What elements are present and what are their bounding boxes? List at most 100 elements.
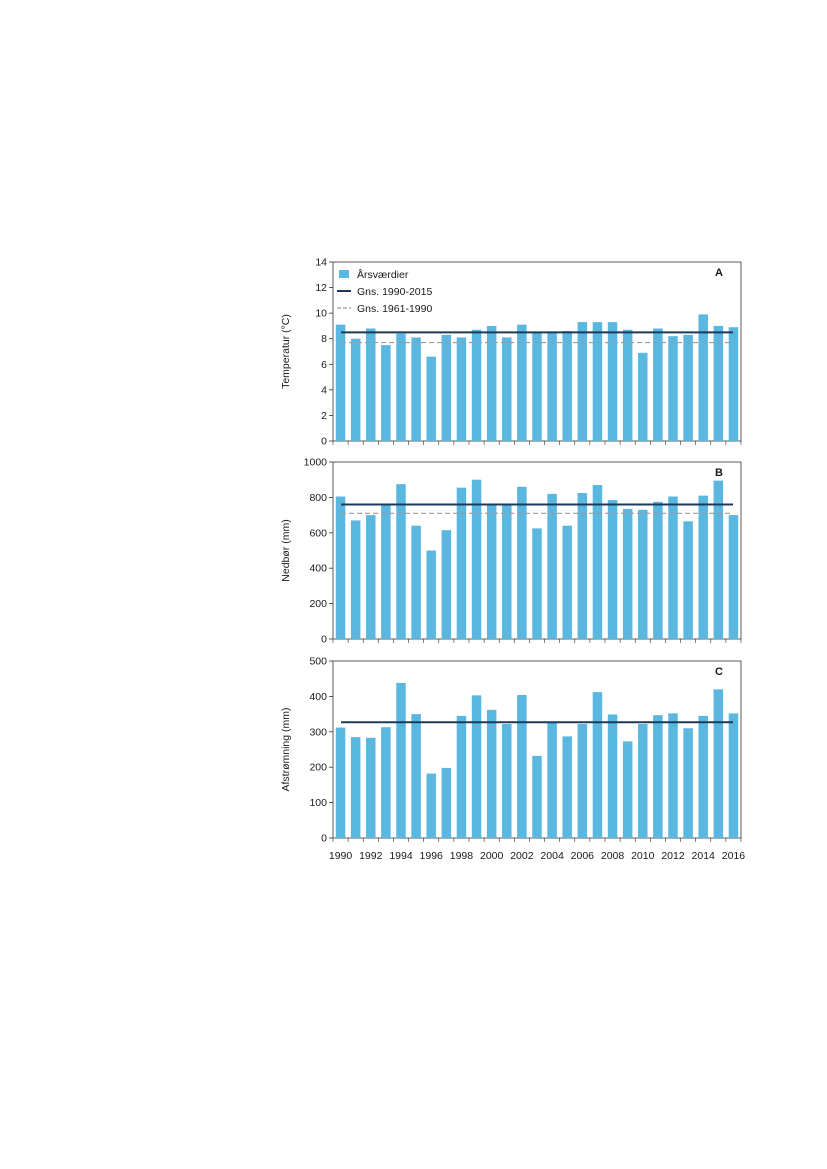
- y-tick-label: 6: [321, 359, 327, 371]
- bar-1997: [441, 530, 452, 639]
- bar-1993: [381, 727, 391, 838]
- y-tick-label: 0: [321, 634, 327, 646]
- x-tick-label: 2006: [571, 850, 595, 862]
- bar-1992: [366, 328, 376, 441]
- y-tick-label: 600: [309, 527, 327, 539]
- y-tick-label: 1000: [304, 457, 328, 469]
- y-tick-label: 4: [321, 384, 327, 396]
- bar-1998: [456, 337, 467, 441]
- y-tick-label: 400: [309, 563, 327, 575]
- y-tick-label: 14: [315, 257, 327, 269]
- legend-swatch: [339, 270, 349, 278]
- y-tick-label: 12: [315, 282, 327, 294]
- bar-1993: [381, 345, 391, 441]
- bar-2011: [653, 501, 663, 639]
- bar-2010: [638, 509, 648, 639]
- bar-2007: [592, 692, 603, 838]
- bar-1996: [426, 550, 436, 639]
- bar-1994: [396, 484, 406, 639]
- legend-label: Gns. 1990-2015: [357, 286, 432, 298]
- bar-2014: [698, 715, 708, 838]
- legend: Årsværdier Gns. 1990-2015 Gns. 1961-1990: [337, 268, 432, 315]
- bar-2001: [502, 337, 512, 441]
- bar-2006: [577, 492, 588, 639]
- bar-1999: [471, 329, 482, 441]
- bar-2012: [668, 496, 678, 639]
- bar-1990: [335, 496, 346, 639]
- bar-2014: [698, 495, 708, 639]
- y-tick-label: 500: [309, 656, 327, 668]
- bar-1990: [335, 324, 346, 441]
- bar-2009: [622, 741, 633, 838]
- bar-2000: [486, 503, 497, 639]
- panel-letter: C: [715, 666, 723, 678]
- x-tick-label: 1996: [420, 850, 444, 862]
- bar-2005: [562, 525, 572, 639]
- bar-2012: [668, 713, 678, 838]
- bar-1994: [396, 333, 406, 441]
- panel-letter: B: [715, 467, 723, 479]
- panel-c: 0 100 200 300 400 500 Afstrømning (mm) C 1990 199…: [280, 656, 745, 863]
- bar-2013: [683, 334, 693, 441]
- x-tick-label: 1992: [359, 850, 383, 862]
- bar-1996: [426, 773, 436, 838]
- bar-2016: [728, 515, 739, 639]
- y-tick-label: 8: [321, 333, 327, 345]
- x-tick-label: 2004: [540, 850, 564, 862]
- y-tick-label: 0: [321, 833, 327, 845]
- x-tick-label: 2008: [601, 850, 625, 862]
- bar-1991: [350, 338, 361, 441]
- bar-1994: [396, 682, 406, 838]
- legend-label: Gns. 1961-1990: [357, 303, 432, 315]
- bar-2004: [547, 722, 557, 838]
- y-tick-label: 200: [309, 762, 327, 774]
- bar-2011: [653, 715, 663, 838]
- bar-2001: [502, 505, 512, 639]
- x-tick-label: 2012: [661, 850, 685, 862]
- bar-1990: [335, 727, 346, 838]
- bar-2012: [668, 336, 678, 441]
- bar-2016: [728, 713, 739, 838]
- y-tick-label: 100: [309, 797, 327, 809]
- y-axis-label: Temperatur (°C): [280, 314, 292, 389]
- bar-1995: [411, 525, 421, 639]
- bar-1995: [411, 337, 421, 441]
- bar-2003: [532, 755, 542, 838]
- y-tick-label: 200: [309, 598, 327, 610]
- bar-2006: [577, 322, 588, 441]
- bar-2000: [486, 709, 497, 838]
- bar-2002: [517, 324, 527, 441]
- bar-2007: [592, 322, 603, 441]
- panel-b: 0 200 400 600 800 1000 Nedbør (mm) B: [280, 457, 742, 646]
- bar-2011: [653, 328, 663, 441]
- x-tick-label: 2014: [692, 850, 716, 862]
- y-tick-label: 2: [321, 410, 327, 422]
- x-tick-label: 2000: [480, 850, 504, 862]
- bar-1992: [366, 737, 376, 838]
- x-tick-label: 2010: [631, 850, 655, 862]
- bar-2015: [713, 325, 724, 441]
- bar-1996: [426, 356, 436, 441]
- bar-2008: [607, 714, 618, 838]
- y-tick-label: 300: [309, 726, 327, 738]
- bar-2001: [502, 724, 512, 838]
- bar-2002: [517, 486, 527, 639]
- x-tick-label: 2002: [510, 850, 534, 862]
- bar-2006: [577, 724, 588, 838]
- bar-2003: [532, 528, 542, 639]
- bar-2007: [592, 485, 603, 639]
- legend-label: Årsværdier: [357, 268, 409, 281]
- bar-2000: [486, 325, 497, 441]
- bar-1991: [350, 520, 361, 639]
- bar-2005: [562, 331, 572, 441]
- bar-2014: [698, 314, 708, 441]
- bar-2004: [547, 332, 557, 441]
- bar-2009: [622, 329, 633, 441]
- y-tick-label: 10: [315, 308, 327, 320]
- bar-2016: [728, 327, 739, 441]
- y-tick-label: 400: [309, 691, 327, 703]
- y-tick-label: 800: [309, 492, 327, 504]
- bar-1993: [381, 505, 391, 639]
- bar-2008: [607, 322, 618, 441]
